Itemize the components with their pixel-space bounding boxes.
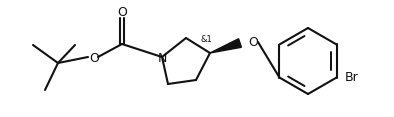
Text: N: N xyxy=(157,51,167,64)
Text: &1: &1 xyxy=(200,35,212,44)
Text: O: O xyxy=(89,51,99,64)
Polygon shape xyxy=(210,39,242,53)
Text: Br: Br xyxy=(345,71,358,84)
Text: O: O xyxy=(248,35,258,49)
Text: O: O xyxy=(117,7,127,20)
